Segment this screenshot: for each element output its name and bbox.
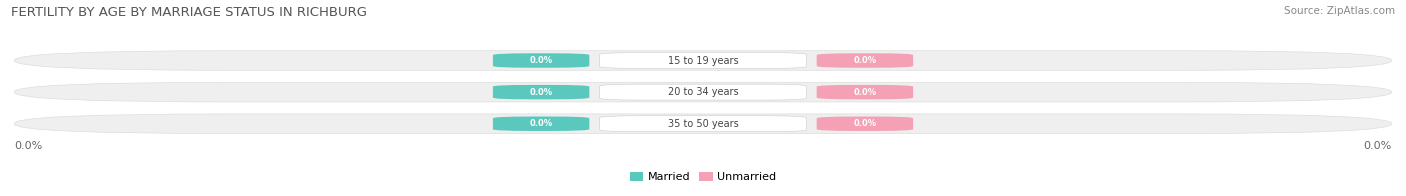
FancyBboxPatch shape [494, 53, 589, 68]
Text: 0.0%: 0.0% [530, 56, 553, 65]
FancyBboxPatch shape [494, 85, 589, 99]
Text: 0.0%: 0.0% [530, 119, 553, 128]
Text: 0.0%: 0.0% [530, 88, 553, 97]
Legend: Married, Unmarried: Married, Unmarried [626, 167, 780, 187]
FancyBboxPatch shape [599, 84, 807, 100]
Text: 0.0%: 0.0% [1364, 141, 1392, 151]
Text: 0.0%: 0.0% [14, 141, 42, 151]
Text: FERTILITY BY AGE BY MARRIAGE STATUS IN RICHBURG: FERTILITY BY AGE BY MARRIAGE STATUS IN R… [11, 6, 367, 19]
FancyBboxPatch shape [817, 116, 912, 131]
Text: 20 to 34 years: 20 to 34 years [668, 87, 738, 97]
FancyBboxPatch shape [599, 116, 807, 132]
FancyBboxPatch shape [817, 53, 912, 68]
FancyBboxPatch shape [599, 53, 807, 68]
FancyBboxPatch shape [494, 116, 589, 131]
FancyBboxPatch shape [14, 114, 1392, 133]
Text: 0.0%: 0.0% [853, 88, 876, 97]
FancyBboxPatch shape [14, 51, 1392, 70]
Text: 35 to 50 years: 35 to 50 years [668, 119, 738, 129]
FancyBboxPatch shape [817, 85, 912, 99]
Text: 0.0%: 0.0% [853, 56, 876, 65]
FancyBboxPatch shape [14, 82, 1392, 102]
Text: 0.0%: 0.0% [853, 119, 876, 128]
Text: 15 to 19 years: 15 to 19 years [668, 55, 738, 65]
Text: Source: ZipAtlas.com: Source: ZipAtlas.com [1284, 6, 1395, 16]
